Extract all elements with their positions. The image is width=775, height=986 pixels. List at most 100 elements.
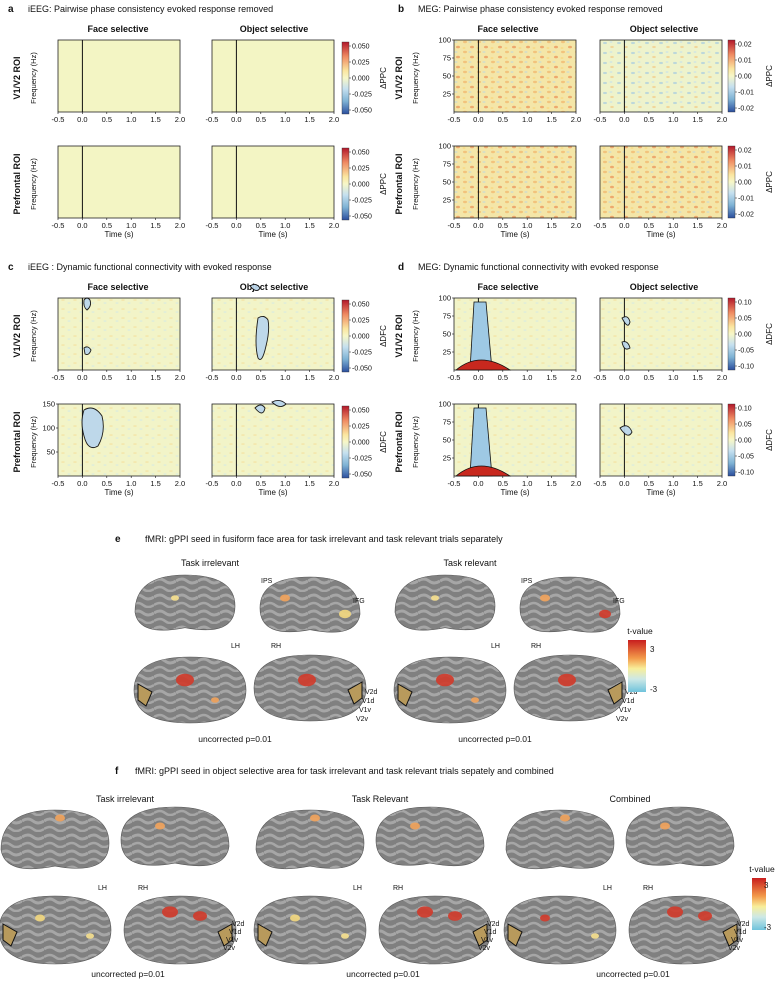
y-tick-label: 100 xyxy=(42,424,55,433)
activation-cluster xyxy=(193,911,207,921)
x-tick-label: 1.5 xyxy=(692,373,702,382)
visual-area-label: V2d xyxy=(487,921,500,928)
visual-area-label: V2d xyxy=(737,921,750,928)
x-tick-label: 2.0 xyxy=(571,221,581,230)
colorbar-tick-label: -3 xyxy=(650,685,658,694)
colorbar-tick-label: -0.02 xyxy=(738,106,754,113)
colorbar xyxy=(727,39,736,113)
heatmap xyxy=(599,403,723,477)
visual-area-label: V1d xyxy=(622,698,635,705)
group-title: Combined xyxy=(609,794,650,804)
heatmap xyxy=(211,145,335,219)
activation-cluster xyxy=(471,697,479,703)
x-tick-label: -0.5 xyxy=(594,373,607,382)
visual-area-label: V2v xyxy=(728,945,741,952)
colorbar-tick-label: 3 xyxy=(764,881,769,890)
y-tick-label: 100 xyxy=(438,400,451,409)
y-tick-label: 25 xyxy=(443,196,451,205)
colorbar-tick-label: 0.050 xyxy=(352,150,370,157)
panel-title: MEG: Pairwise phase consistency evoked r… xyxy=(418,4,663,14)
x-tick-label: 0.5 xyxy=(102,115,112,124)
x-tick-label: 1.0 xyxy=(126,115,136,124)
x-axis-label: Time (s) xyxy=(500,230,529,239)
colorbar-tick-label: 0.00 xyxy=(738,180,752,187)
x-tick-label: -0.5 xyxy=(52,115,65,124)
column-title: Object selective xyxy=(630,282,699,292)
brain-medial-view xyxy=(123,895,237,965)
colorbar-tick-label: -0.050 xyxy=(352,214,372,221)
panel-title: iEEG : Dynamic functional connectivity w… xyxy=(28,262,272,272)
x-tick-label: 0.5 xyxy=(256,373,266,382)
hemisphere-label: LH xyxy=(491,643,500,650)
y-tick-label: 25 xyxy=(443,90,451,99)
colorbar-label: ΔDFC xyxy=(765,429,774,451)
x-tick-label: 1.5 xyxy=(150,221,160,230)
x-tick-label: 1.5 xyxy=(150,373,160,382)
activation-cluster xyxy=(558,673,576,687)
x-tick-label: 2.0 xyxy=(717,115,727,124)
x-tick-label: 0.0 xyxy=(231,479,241,488)
brain-lateral-view xyxy=(134,574,236,631)
y-axis-label: Frequency (Hz) xyxy=(411,158,420,210)
brain-panels: e fMRI: gPPI seed in fusiform face area f… xyxy=(0,534,775,979)
colorbar xyxy=(727,403,736,477)
x-tick-label: 0.0 xyxy=(231,221,241,230)
x-tick-label: 2.0 xyxy=(329,115,339,124)
visual-roi-outline xyxy=(722,923,738,947)
hemisphere-label: RH xyxy=(393,885,403,892)
y-tick-label: 50 xyxy=(47,448,55,457)
panel-f: f fMRI: gPPI seed in object selective are… xyxy=(0,766,775,979)
colorbar-tick-label: 0.000 xyxy=(352,182,370,189)
y-tick-label: 50 xyxy=(443,330,451,339)
colorbar-tick-label: -0.025 xyxy=(352,198,372,205)
x-tick-label: 0.0 xyxy=(77,115,87,124)
y-axis-label: Frequency (Hz) xyxy=(29,416,38,468)
x-tick-label: 0.5 xyxy=(644,373,654,382)
x-tick-label: -0.5 xyxy=(52,479,65,488)
heatmap xyxy=(211,403,335,477)
visual-roi-outline xyxy=(257,923,273,947)
x-tick-label: 0.5 xyxy=(644,221,654,230)
x-tick-label: 0.5 xyxy=(644,479,654,488)
activation-cluster xyxy=(667,906,683,918)
x-tick-label: -0.5 xyxy=(448,479,461,488)
colorbar-label: ΔDFC xyxy=(379,325,388,347)
activation-cluster xyxy=(155,822,165,830)
activation-cluster xyxy=(171,595,179,601)
colorbar-tick-label: 0.05 xyxy=(738,422,752,429)
group-title: Task relevant xyxy=(443,558,497,568)
brain-lateral-view xyxy=(255,809,365,870)
colorbar-tick-label: 0.000 xyxy=(352,76,370,83)
heatmap xyxy=(599,145,723,219)
colorbar-tick-label: 0.02 xyxy=(738,42,752,49)
visual-area-label: V2d xyxy=(625,689,638,696)
x-tick-label: 1.0 xyxy=(668,115,678,124)
brain-lateral-view xyxy=(519,576,621,633)
x-tick-label: 0.5 xyxy=(256,221,266,230)
activation-cluster xyxy=(448,911,462,921)
row-label: Prefrontal ROI xyxy=(394,153,404,214)
colorbar-tick-label: -0.02 xyxy=(738,212,754,219)
colorbar-tick-label: 0.01 xyxy=(738,58,752,65)
y-tick-label: 75 xyxy=(443,418,451,427)
x-axis-label: Time (s) xyxy=(104,230,133,239)
x-tick-label: 0.0 xyxy=(619,221,629,230)
brain-lateral-view xyxy=(120,806,230,867)
y-tick-label: 100 xyxy=(438,142,451,151)
colorbar-tick-label: 0.00 xyxy=(738,74,752,81)
activation-cluster xyxy=(560,814,570,822)
colorbar-label: ΔPPC xyxy=(765,171,774,193)
colorbar-tick-label: -0.050 xyxy=(352,366,372,373)
colorbar-tick-label: -0.05 xyxy=(738,348,754,355)
panel-letter: c xyxy=(8,262,14,273)
x-axis-label: Time (s) xyxy=(104,488,133,497)
x-tick-label: 1.5 xyxy=(546,115,556,124)
x-tick-label: 1.0 xyxy=(126,373,136,382)
group-title: Task irrelevant xyxy=(181,558,240,568)
heatmap xyxy=(57,145,181,219)
y-tick-label: 75 xyxy=(443,54,451,63)
visual-roi-outline xyxy=(2,923,18,947)
panel-letter: d xyxy=(398,262,404,273)
visual-area-label: V1d xyxy=(734,929,747,936)
y-tick-label: 75 xyxy=(443,160,451,169)
